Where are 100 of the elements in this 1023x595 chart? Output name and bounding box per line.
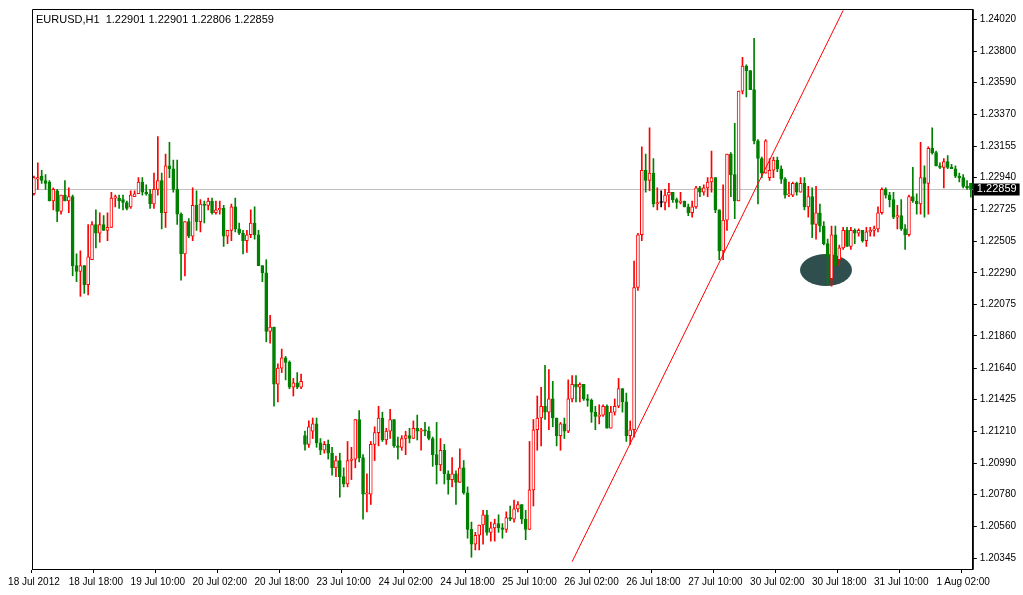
candlestick	[585, 394, 590, 407]
candlestick	[63, 180, 67, 202]
candlestick	[934, 150, 938, 167]
candlestick	[794, 181, 799, 196]
candlestick	[473, 532, 478, 551]
candlestick	[264, 259, 269, 343]
candlestick	[492, 518, 497, 542]
x-tick-label: 18 Jul 18:00	[68, 575, 124, 587]
y-tick-label: 1.23800	[979, 45, 1017, 57]
x-tick-label: 24 Jul 02:00	[378, 575, 434, 587]
candlestick	[760, 156, 764, 178]
candlestick	[152, 172, 156, 209]
candlestick	[872, 225, 876, 237]
y-tick-label: 1.22505	[979, 235, 1017, 247]
candlestick	[717, 209, 722, 261]
candlestick	[82, 265, 87, 294]
candlestick	[763, 139, 768, 174]
candlestick	[94, 209, 98, 249]
candlestick	[643, 153, 648, 193]
candlestick	[330, 447, 334, 476]
y-tick-label: 1.24020	[979, 13, 1017, 25]
candlestick	[926, 146, 931, 215]
candlestick	[59, 194, 63, 215]
candlestick	[272, 326, 276, 407]
candlestick	[419, 427, 423, 451]
candlestick	[814, 186, 818, 240]
candlestick	[516, 501, 520, 513]
candlestick	[125, 200, 129, 211]
x-tick-label: 30 Jul 18:00	[812, 575, 867, 587]
y-tick-label: 1.23370	[979, 108, 1017, 120]
candlestick	[268, 315, 272, 344]
candlestick	[938, 162, 942, 170]
candlestick	[423, 422, 427, 436]
candlestick	[458, 448, 462, 483]
y-tick-label: 1.20780	[979, 487, 1017, 499]
candlestick	[303, 430, 307, 451]
candlestick	[605, 404, 609, 429]
candlestick	[849, 227, 853, 250]
candlestick	[349, 447, 354, 480]
candlestick	[678, 191, 683, 205]
candlestick	[578, 382, 582, 403]
candlestick	[233, 197, 238, 233]
x-tick-label: 23 Jul 10:00	[316, 575, 372, 587]
candlestick	[686, 203, 691, 217]
candlestick	[295, 372, 300, 390]
candlestick	[361, 454, 365, 520]
candlestick	[721, 184, 725, 261]
candlestick	[399, 435, 404, 451]
candlestick	[241, 230, 245, 255]
x-tick-label: 25 Jul 10:00	[502, 575, 558, 587]
candlestick	[701, 184, 706, 196]
candlestick	[450, 457, 454, 488]
x-tick-label: 27 Jul 10:00	[688, 575, 744, 587]
candlestick	[353, 419, 358, 469]
candlestick	[969, 182, 973, 198]
candlestick	[210, 197, 214, 215]
candlestick	[667, 183, 671, 208]
candlestick	[500, 523, 505, 539]
candlestick	[698, 186, 702, 197]
candlestick	[86, 224, 90, 296]
candlestick	[128, 190, 133, 209]
candlestick	[810, 187, 814, 239]
candlestick	[202, 200, 207, 224]
candlestick	[35, 162, 40, 190]
x-tick-label: 26 Jul 02:00	[564, 575, 620, 587]
candlestick	[186, 218, 191, 239]
x-tick-label: 20 Jul 18:00	[254, 575, 310, 587]
candlestick	[880, 187, 884, 215]
candlestick	[729, 152, 733, 197]
candlestick	[790, 181, 795, 197]
x-tick-label: 24 Jul 18:00	[440, 575, 496, 587]
candlestick	[581, 383, 586, 401]
candlestick	[566, 379, 571, 433]
candlestick	[845, 227, 849, 247]
candlestick	[392, 419, 396, 448]
candlestick	[732, 123, 737, 219]
candlestick	[883, 187, 888, 199]
candlestick	[488, 521, 493, 542]
candlestick	[876, 206, 880, 233]
candlestick	[508, 505, 512, 521]
candlestick	[752, 37, 756, 145]
y-tick-label: 1.22940	[979, 171, 1017, 183]
x-tick-label: 20 Jul 02:00	[192, 575, 248, 587]
y-tick-label: 1.22725	[979, 202, 1017, 214]
candlestick	[51, 187, 56, 211]
candlestick	[945, 155, 950, 170]
candlestick	[454, 470, 458, 505]
candlestick	[206, 197, 210, 211]
candlestick	[159, 172, 164, 230]
candlestick	[852, 228, 857, 244]
candlestick	[907, 194, 911, 237]
candlestick	[190, 187, 195, 241]
candlestick	[334, 455, 338, 477]
candlestick	[911, 167, 915, 203]
chart-title: EURUSD,H1 1.22901 1.22901 1.22806 1.22859	[36, 13, 274, 25]
y-tick-label: 1.21210	[979, 424, 1017, 436]
candlestick	[66, 187, 71, 214]
x-tick-label: 1 Aug 02:00	[936, 575, 991, 587]
candlestick	[670, 191, 675, 203]
candlestick	[574, 375, 578, 403]
